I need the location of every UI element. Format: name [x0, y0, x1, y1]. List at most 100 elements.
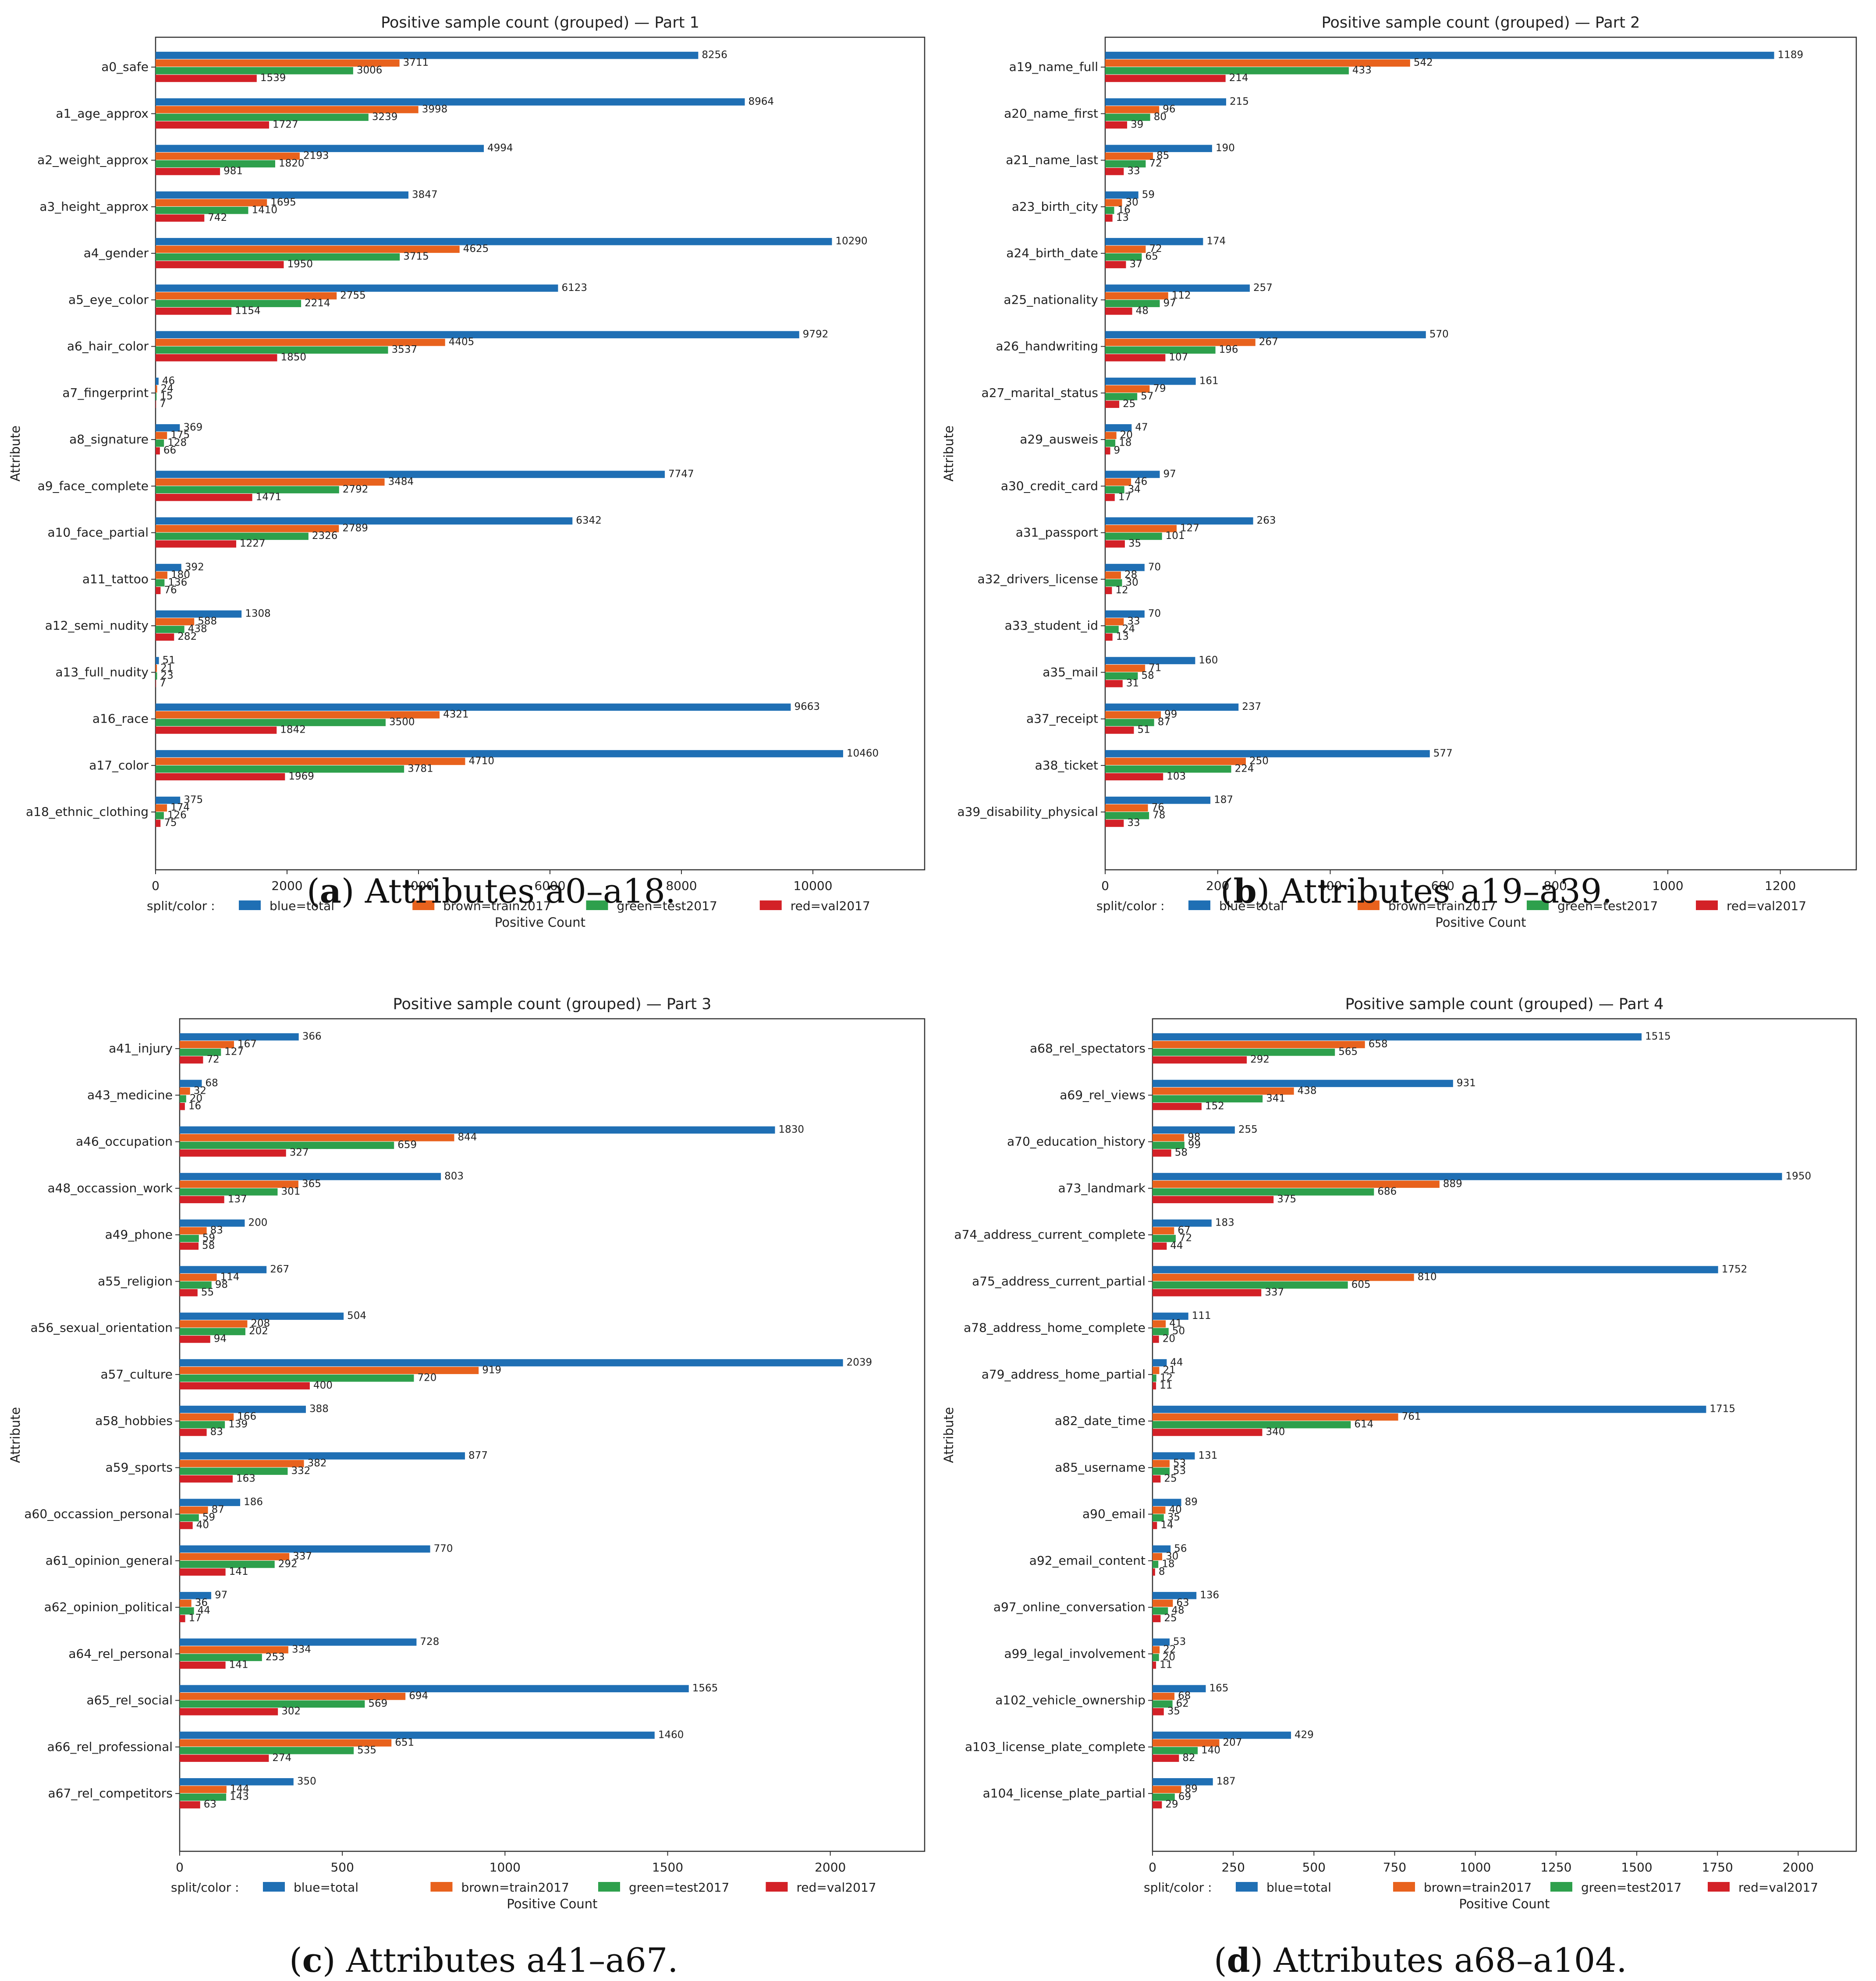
value-label: 7747	[668, 468, 694, 480]
x-tick-label: 600	[1431, 879, 1454, 893]
bar-val2017	[180, 1196, 224, 1203]
y-axis-label: Attribute	[941, 425, 956, 482]
plot-frame	[1104, 36, 1857, 871]
bar-total	[156, 377, 159, 385]
value-label: 2039	[847, 1357, 872, 1368]
value-label: 111	[1192, 1310, 1211, 1322]
bar-total	[156, 191, 409, 199]
caption-paren-close: )	[1250, 1941, 1274, 1980]
bar-test2017	[1105, 532, 1162, 540]
value-label: 340	[1266, 1426, 1285, 1438]
value-label: 76	[164, 585, 177, 596]
value-label: 32	[194, 1085, 206, 1096]
value-label: 588	[198, 616, 217, 627]
bar-test2017	[156, 300, 301, 307]
bar-train2017	[180, 1413, 234, 1421]
value-label: 877	[468, 1450, 488, 1461]
value-label: 141	[229, 1566, 248, 1577]
bar-test2017	[1153, 1235, 1176, 1242]
value-label: 18	[1162, 1558, 1174, 1570]
value-label: 35	[1128, 538, 1141, 549]
bar-train2017	[1105, 664, 1145, 672]
bar-train2017	[180, 1180, 298, 1188]
bar-val2017	[180, 1754, 269, 1762]
bar-total	[1105, 797, 1211, 804]
value-label: 72	[206, 1054, 219, 1065]
value-label: 99	[1188, 1139, 1201, 1151]
legend-item: blue=total	[270, 899, 334, 913]
value-label: 3998	[422, 103, 448, 115]
legend-item: red=val2017	[797, 1880, 876, 1895]
bar-total	[180, 1266, 267, 1273]
bar-train2017	[1153, 1227, 1174, 1235]
x-tick-label: 500	[330, 1860, 354, 1875]
value-label: 13	[1116, 212, 1129, 223]
panel-1: Positive sample count (grouped) — Part 1…	[8, 14, 926, 930]
bar-val2017	[1153, 1661, 1156, 1669]
value-label: 36	[195, 1597, 208, 1609]
bar-val2017	[1105, 447, 1110, 455]
value-label: 200	[248, 1217, 267, 1229]
value-label: 7	[160, 398, 166, 410]
value-label: 388	[309, 1403, 329, 1415]
bar-train2017	[1105, 199, 1122, 206]
bar-val2017	[1153, 1196, 1274, 1203]
bar-total	[1153, 1126, 1235, 1134]
bar-total	[180, 1033, 299, 1041]
bar-total	[1105, 563, 1145, 571]
category-label: a9_face_complete	[38, 478, 149, 493]
value-label: 931	[1457, 1077, 1476, 1089]
bar-val2017	[156, 214, 205, 222]
bar-test2017	[180, 1607, 194, 1615]
category-label: a79_address_home_partial	[982, 1367, 1145, 1382]
value-label: 267	[1259, 337, 1278, 348]
value-label: 3781	[408, 763, 433, 774]
bar-test2017	[156, 719, 386, 726]
value-label: 128	[167, 437, 187, 449]
category-label: a16_race	[92, 712, 149, 726]
category-label: a43_medicine	[87, 1088, 173, 1102]
value-label: 4405	[449, 337, 475, 348]
bar-val2017	[180, 1568, 226, 1576]
value-label: 292	[1250, 1054, 1270, 1065]
bar-total	[1105, 657, 1195, 664]
bar-test2017	[1153, 1095, 1263, 1102]
bar-total	[1153, 1545, 1171, 1553]
value-label: 99	[1164, 709, 1177, 720]
bar-total	[1153, 1778, 1213, 1786]
category-label: a3_height_approx	[39, 199, 149, 214]
value-label: 369	[183, 422, 202, 433]
category-label: a66_rel_professional	[47, 1740, 173, 1754]
x-tick-label: 8000	[666, 879, 697, 893]
legend-swatch	[1236, 1882, 1258, 1892]
legend-swatch	[412, 900, 435, 910]
bar-train2017	[1153, 1320, 1166, 1328]
value-label: 570	[1429, 329, 1449, 340]
bar-train2017	[1153, 1413, 1398, 1421]
value-label: 1515	[1645, 1031, 1671, 1042]
bar-total	[180, 1406, 306, 1413]
value-label: 34	[1128, 484, 1141, 495]
value-label: 70	[1148, 608, 1161, 620]
bar-test2017	[156, 486, 339, 493]
bar-val2017	[180, 1522, 193, 1529]
bar-test2017	[1105, 719, 1154, 726]
value-label: 3537	[392, 344, 418, 355]
value-label: 565	[1338, 1046, 1358, 1058]
y-axis-label: Attribute	[8, 1407, 23, 1463]
value-label: 4994	[487, 142, 513, 154]
bar-train2017	[156, 245, 460, 253]
value-label: 3484	[388, 476, 414, 487]
value-label: 24	[161, 383, 174, 394]
bar-val2017	[1105, 400, 1120, 408]
bar-total	[1105, 703, 1239, 711]
value-label: 1460	[658, 1729, 684, 1740]
value-label: 48	[1171, 1605, 1184, 1616]
figure-caption: (d) Attributes a68–a104.	[1214, 1941, 1627, 1980]
bar-val2017	[1153, 1615, 1161, 1623]
value-label: 78	[1153, 810, 1165, 821]
bar-test2017	[1105, 113, 1150, 121]
value-label: 14	[1160, 1520, 1173, 1531]
value-label: 59	[202, 1233, 215, 1244]
value-label: 2326	[312, 530, 338, 542]
